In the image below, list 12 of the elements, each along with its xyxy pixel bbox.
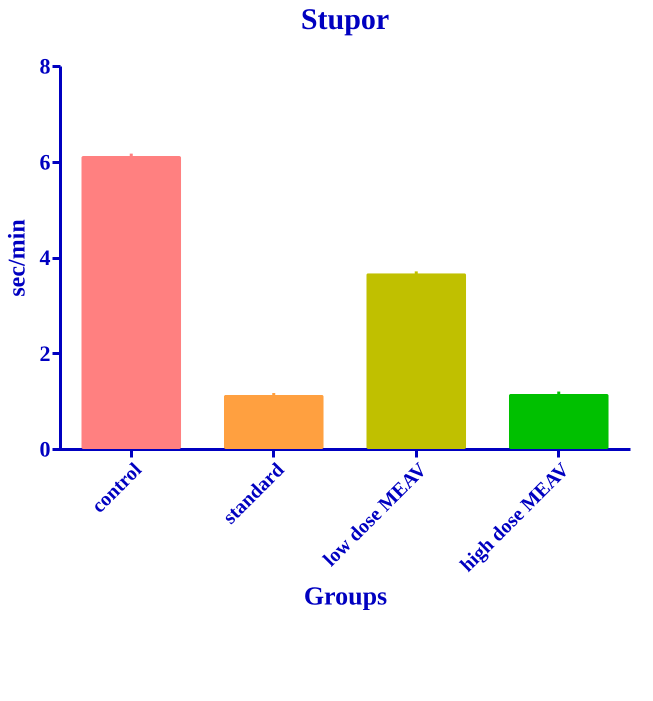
bar <box>366 273 466 449</box>
chart-title: Stupor <box>300 3 390 36</box>
y-tick-label: 0 <box>40 436 50 462</box>
y-tick-label: 4 <box>40 245 50 270</box>
y-axis-title: sec/min <box>4 219 30 297</box>
y-tick-label: 6 <box>40 149 50 174</box>
y-tick-label: 8 <box>40 54 50 78</box>
x-axis-title: Groups <box>304 582 388 611</box>
bar <box>508 394 609 449</box>
y-tick-label: 2 <box>40 340 50 366</box>
bar <box>81 156 182 449</box>
bar <box>224 394 324 449</box>
